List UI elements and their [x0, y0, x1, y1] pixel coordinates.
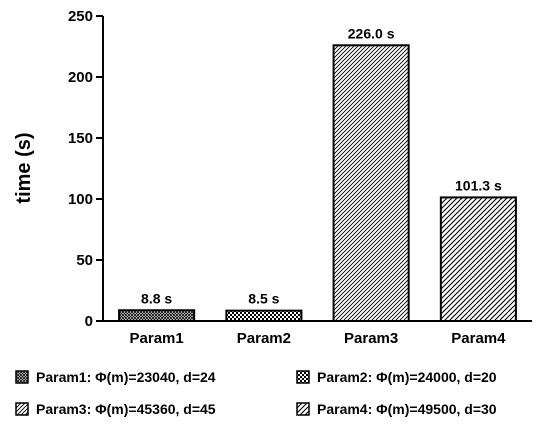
data-label-param1: 8.8 s	[141, 290, 172, 306]
y-tick-label: 200	[68, 69, 93, 86]
data-label-param4: 101.3 s	[455, 177, 502, 193]
y-axis-ticks: 0 50 100 150 200 250	[68, 8, 103, 330]
bar-param3	[332, 44, 410, 322]
legend-swatch	[15, 370, 29, 384]
y-tick-label: 50	[76, 252, 93, 269]
y-tick-label: 0	[85, 313, 93, 330]
y-tick-label: 100	[68, 191, 93, 208]
x-tick-label-param3: Param3	[344, 330, 398, 347]
bar-param4	[439, 196, 517, 322]
legend-entry: Param1: Φ(m)=23040, d=24	[36, 369, 216, 385]
data-label-param2: 8.5 s	[248, 291, 279, 307]
bar-param2	[225, 309, 303, 323]
legend-entry: Param4: Φ(m)=49500, d=30	[317, 401, 497, 417]
x-tick-label-param2: Param2	[237, 330, 291, 347]
y-tick-label: 150	[68, 130, 93, 147]
y-axis-title: time (s)	[13, 132, 35, 203]
data-label-param3: 226.0 s	[348, 25, 395, 41]
x-axis-labels: Param1 Param2 Param3 Param4	[130, 330, 507, 347]
data-labels: 8.8 s 8.5 s 226.0 s 101.3 s	[141, 25, 502, 306]
legend-entry: Param2: Φ(m)=24000, d=20	[317, 369, 497, 385]
x-tick-label-param1: Param1	[130, 330, 184, 347]
legend-swatch	[15, 402, 29, 416]
y-tick-label: 250	[68, 8, 93, 25]
legend: Param1: Φ(m)=23040, d=24 Param2: Φ(m)=240…	[15, 369, 497, 417]
legend-entry: Param3: Φ(m)=45360, d=45	[36, 401, 216, 417]
x-tick-label-param4: Param4	[451, 330, 506, 347]
bar-param1	[118, 309, 196, 323]
legend-swatch	[296, 402, 310, 416]
legend-swatch	[296, 370, 310, 384]
